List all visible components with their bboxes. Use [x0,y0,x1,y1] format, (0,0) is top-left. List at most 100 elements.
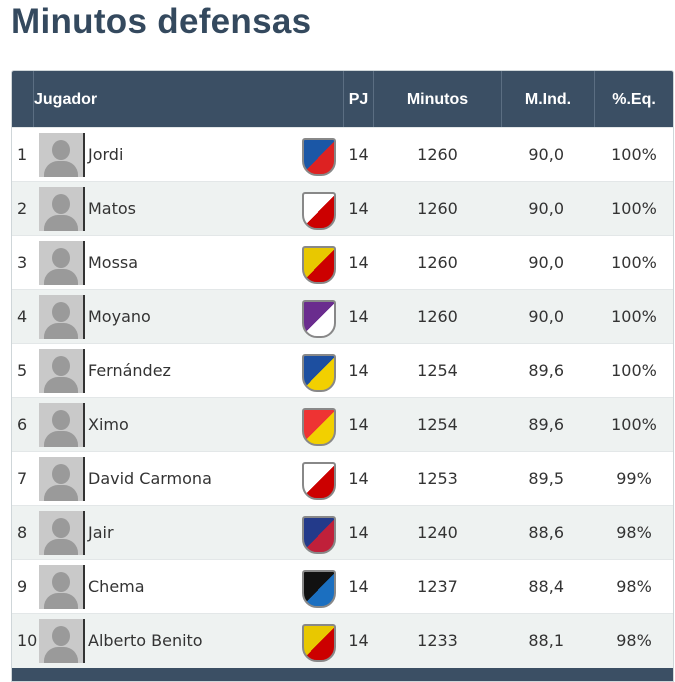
pj: 14 [348,631,369,650]
minutes-index: 90,0 [528,199,564,218]
header-cell[interactable]: Jugador [34,91,98,108]
separator [594,71,595,127]
club-logo [302,462,336,500]
separator [373,71,374,127]
photo-body [44,593,78,609]
table-row[interactable]: 7 David Carmona 14 1253 89,5 99% [12,451,673,506]
player-photo [39,511,85,555]
team-percent: 100% [611,307,657,326]
player-photo [39,187,85,231]
photo-head [52,356,70,376]
team-percent: 100% [611,361,657,380]
player-photo [39,349,85,393]
table-header: Jugador PJ Minutos M.Ind. %.Eq. [12,71,673,127]
separator [33,71,34,127]
table-row[interactable]: 1 Jordi 14 1260 90,0 100% [12,127,673,182]
rank: 7 [17,469,28,488]
player-name: Mossa [88,253,139,272]
photo-head [52,518,70,538]
table-row[interactable]: 5 Fernández 14 1254 89,6 100% [12,343,673,398]
photo-body [44,161,78,177]
header-cell[interactable]: %.Eq. [612,91,656,108]
minutes: 1260 [417,307,458,326]
page-title: Minutos defensas [11,2,312,41]
rank: 5 [17,361,28,380]
minutes: 1233 [417,631,458,650]
table-row[interactable]: 4 Moyano 14 1260 90,0 100% [12,289,673,344]
photo-body [44,377,78,393]
separator [343,71,344,127]
rank: 1 [17,145,28,164]
minutes: 1260 [417,253,458,272]
photo-head [52,626,70,646]
rank: 9 [17,577,28,596]
pj: 14 [348,199,369,218]
minutes-index: 88,1 [528,631,564,650]
photo-head [52,302,70,322]
club-logo [302,192,336,230]
team-percent: 100% [611,145,657,164]
photo-head [52,248,70,268]
player-photo [39,403,85,447]
minutes: 1237 [417,577,458,596]
player-photo [39,619,85,663]
club-logo [302,408,336,446]
minutes-index: 89,5 [528,469,564,488]
minutes-index: 88,4 [528,577,564,596]
pj: 14 [348,145,369,164]
photo-head [52,140,70,160]
club-logo [302,138,336,176]
player-name: David Carmona [88,469,212,488]
pj: 14 [348,361,369,380]
team-percent: 100% [611,415,657,434]
rank: 6 [17,415,28,434]
rank: 8 [17,523,28,542]
pj: 14 [348,253,369,272]
player-name: Fernández [88,361,171,380]
club-logo [302,300,336,338]
minutes: 1260 [417,145,458,164]
minutes-index: 90,0 [528,145,564,164]
team-percent: 98% [616,577,652,596]
team-percent: 99% [616,469,652,488]
photo-body [44,647,78,663]
player-photo [39,241,85,285]
table-row[interactable]: 9 Chema 14 1237 88,4 98% [12,559,673,614]
rank: 10 [17,631,38,650]
minutes: 1240 [417,523,458,542]
photo-body [44,215,78,231]
table-row[interactable]: 2 Matos 14 1260 90,0 100% [12,181,673,236]
photo-head [52,194,70,214]
minutes: 1260 [417,199,458,218]
player-name: Jair [88,523,114,542]
photo-body [44,431,78,447]
header-cell[interactable]: PJ [348,91,369,108]
photo-body [44,323,78,339]
header-cell[interactable]: Minutos [406,91,469,108]
photo-head [52,464,70,484]
player-name: Moyano [88,307,151,326]
minutes-index: 89,6 [528,415,564,434]
table-row[interactable]: 8 Jair 14 1240 88,6 98% [12,505,673,560]
photo-head [52,572,70,592]
minutes: 1253 [417,469,458,488]
minutes-index: 90,0 [528,253,564,272]
table-footer [12,667,673,681]
player-name: Jordi [88,145,124,164]
player-photo [39,295,85,339]
rank: 3 [17,253,28,272]
table-row[interactable]: 6 Ximo 14 1254 89,6 100% [12,397,673,452]
club-logo [302,624,336,662]
photo-body [44,539,78,555]
club-logo [302,516,336,554]
table-row[interactable]: 10 Alberto Benito 14 1233 88,1 98% [12,613,673,668]
photo-body [44,269,78,285]
team-percent: 98% [616,631,652,650]
player-photo [39,133,85,177]
pj: 14 [348,523,369,542]
minutes-index: 88,6 [528,523,564,542]
team-percent: 98% [616,523,652,542]
photo-body [44,485,78,501]
header-cell[interactable]: M.Ind. [524,91,572,108]
table-row[interactable]: 3 Mossa 14 1260 90,0 100% [12,235,673,290]
